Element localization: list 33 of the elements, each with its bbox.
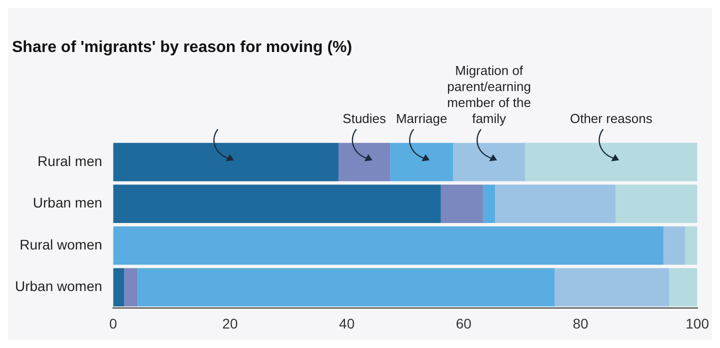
bar bbox=[554, 268, 670, 307]
bar bbox=[113, 142, 339, 182]
bar bbox=[338, 142, 390, 182]
x-tick-label: 100 bbox=[686, 315, 710, 332]
series-label: Migration of parent/earning member of the family bbox=[447, 63, 531, 126]
bar bbox=[113, 184, 441, 224]
bar bbox=[113, 226, 664, 265]
x-tick-label: 60 bbox=[456, 315, 472, 332]
bar bbox=[685, 226, 698, 265]
series-label: Other reasons bbox=[570, 111, 653, 126]
bar bbox=[453, 142, 525, 182]
bar bbox=[138, 268, 555, 307]
bar bbox=[495, 184, 616, 224]
y-tick-label: Urban women bbox=[14, 278, 102, 294]
bar bbox=[113, 268, 124, 307]
bar bbox=[440, 184, 483, 224]
chart-title: Share of 'migrants' by reason for moving (%) bbox=[12, 39, 352, 56]
x-tick-label: 80 bbox=[572, 315, 588, 332]
bar bbox=[124, 268, 138, 307]
x-tick-label: 20 bbox=[222, 315, 238, 332]
bar bbox=[482, 184, 496, 224]
x-tick-label: 40 bbox=[339, 315, 355, 332]
bar bbox=[390, 142, 454, 182]
y-tick-label: Urban men bbox=[32, 194, 102, 211]
x-tick-label: 0 bbox=[109, 315, 118, 332]
bar bbox=[524, 142, 698, 182]
series-label: Marriage bbox=[396, 111, 448, 126]
y-tick-label: Rural women bbox=[20, 236, 102, 252]
series-label: Studies bbox=[342, 111, 387, 126]
y-tick-label: Rural men bbox=[38, 152, 102, 169]
bar bbox=[669, 268, 698, 307]
bar bbox=[663, 226, 686, 265]
bar bbox=[616, 184, 698, 224]
